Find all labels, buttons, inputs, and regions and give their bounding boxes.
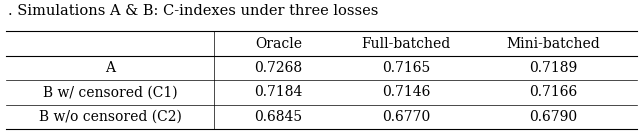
Text: B w/ censored (C1): B w/ censored (C1) xyxy=(43,86,178,99)
Text: . Simulations A & B: C-indexes under three losses: . Simulations A & B: C-indexes under thr… xyxy=(8,4,378,18)
Text: 0.7166: 0.7166 xyxy=(529,86,578,99)
Text: Mini-batched: Mini-batched xyxy=(507,37,600,50)
Text: B w/o censored (C2): B w/o censored (C2) xyxy=(39,110,182,124)
Text: 0.7189: 0.7189 xyxy=(529,61,578,75)
Text: 0.7184: 0.7184 xyxy=(254,86,303,99)
Text: 0.7165: 0.7165 xyxy=(382,61,431,75)
Text: 0.6790: 0.6790 xyxy=(529,110,578,124)
Text: Oracle: Oracle xyxy=(255,37,302,50)
Text: A: A xyxy=(106,61,115,75)
Text: 0.6845: 0.6845 xyxy=(254,110,303,124)
Text: 0.7146: 0.7146 xyxy=(382,86,431,99)
Text: 0.6770: 0.6770 xyxy=(382,110,431,124)
Text: Full-batched: Full-batched xyxy=(362,37,451,50)
Text: 0.7268: 0.7268 xyxy=(254,61,303,75)
